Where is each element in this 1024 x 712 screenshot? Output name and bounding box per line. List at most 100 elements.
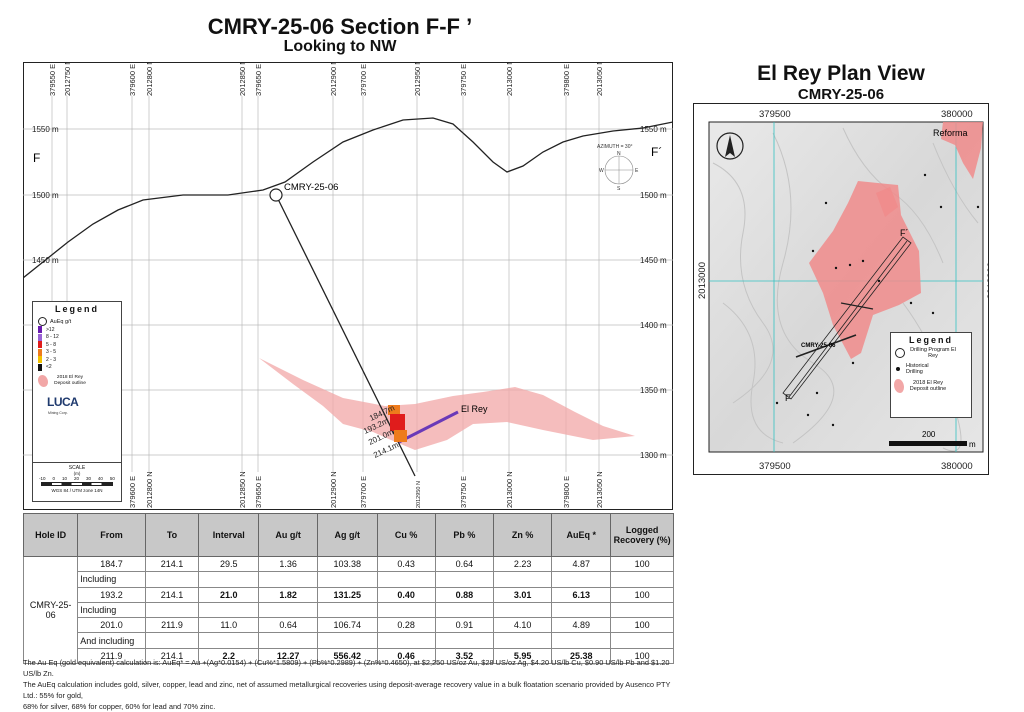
- legend-label: 5 - 8: [46, 341, 57, 348]
- legend-label: 8 - 12: [46, 334, 59, 341]
- bottom-label: 2013000 N: [505, 471, 514, 508]
- cell-interval: 29.5: [198, 555, 260, 573]
- plan-deposit-outline: [809, 122, 983, 359]
- including-label: Including: [77, 571, 146, 588]
- bottom-label: 379750 E: [459, 476, 468, 508]
- section-subtitle: Looking to NW: [283, 38, 397, 55]
- legend-item: 5 - 8: [38, 341, 121, 349]
- cell-to: 214.1: [144, 555, 200, 573]
- col-recovery: Logged Recovery (%): [610, 513, 674, 557]
- cell-interval: 11.0: [198, 617, 260, 634]
- circle-icon: [38, 317, 47, 326]
- legend-label: <2: [46, 364, 52, 371]
- col-zn: Zn %: [492, 513, 553, 557]
- svg-text:S: S: [617, 186, 621, 192]
- top-label: 2012800 N: [145, 62, 154, 96]
- cell-pb: 0.91: [434, 617, 495, 634]
- cell-au: 1.36: [258, 555, 319, 573]
- drill-collar-icon: [895, 348, 905, 358]
- north-arrow-icon: [716, 132, 744, 160]
- top-label: 2012900 N: [329, 62, 338, 96]
- footnote-2: The AuEq calculation includes gold, silv…: [23, 680, 671, 700]
- plan-scale-label: 200: [922, 430, 936, 439]
- top-label: 2012750 N: [63, 62, 72, 96]
- col-cu: Cu %: [376, 513, 436, 557]
- cell-ag: 106.74: [317, 617, 378, 634]
- cell-to: 214.1: [144, 647, 200, 665]
- bottom-label: 379650 E: [254, 476, 263, 508]
- table-subheader-row: And including: [24, 632, 674, 649]
- cell-recovery: 100: [610, 617, 674, 634]
- legend-item: >12: [38, 326, 121, 334]
- svg-text:1550 m: 1550 m: [640, 125, 667, 134]
- plan-title: El Rey Plan View: [757, 62, 925, 85]
- top-label: 2012850 N: [238, 62, 247, 96]
- legend-header: AuEq g/t: [50, 318, 72, 325]
- plan-legend-deposit: 2018 El Rey Deposit outline: [909, 380, 947, 392]
- logo-subtitle: Mining Corp.: [48, 411, 68, 415]
- col-hole-id: Hole ID: [22, 513, 79, 557]
- svg-text:W: W: [599, 168, 604, 174]
- scale-bar: [41, 482, 113, 486]
- footnote-3: 68% for silver, 68% for copper, 60% for …: [23, 702, 216, 711]
- interval-3-5-b: [394, 430, 407, 442]
- svg-text:380000: 380000: [941, 109, 973, 120]
- cell-zn: 2.23: [492, 555, 553, 573]
- compass-rose: AZIMUTH = 30° N S E W: [597, 144, 639, 192]
- cell-cu: 0.43: [376, 555, 436, 573]
- legend-swatch: [38, 341, 42, 349]
- legend-label: 2 - 3: [46, 356, 57, 363]
- section-end-f: F: [33, 151, 40, 165]
- plan-legend-drill: Drilling Program El Rey: [910, 347, 956, 359]
- legend-swatch: [38, 348, 42, 356]
- table-subheader-row: Including: [24, 571, 674, 588]
- svg-text:N: N: [617, 151, 621, 157]
- cell-pb: 0.64: [434, 555, 495, 573]
- scale-tick: -10: [39, 476, 46, 481]
- cell-cu: 0.28: [376, 617, 436, 634]
- svg-text:1350 m: 1350 m: [640, 386, 667, 395]
- bottom-label: 2012950 N: [416, 481, 422, 508]
- scale-tick: 30: [85, 476, 91, 481]
- elevation-grid: [23, 128, 673, 456]
- cell-interval: 2.2: [198, 647, 260, 665]
- cell-zn: 3.01: [492, 586, 553, 603]
- plan-hole-label: CMRY-25-06: [801, 343, 836, 349]
- topography-line: [23, 117, 673, 279]
- cell-ag: 103.38: [317, 555, 378, 573]
- svg-text:1300 m: 1300 m: [640, 451, 667, 460]
- legend-swatch: [38, 333, 42, 341]
- legend-item: 2 - 3: [38, 356, 121, 364]
- deposit-label: El Rey: [461, 404, 488, 414]
- datum: WGS 84 / UTM zone 14N: [51, 488, 103, 493]
- plan-legend-title: Legend: [908, 335, 953, 345]
- bottom-label: 379700 E: [359, 476, 368, 508]
- scale-tick: 50: [109, 476, 115, 481]
- top-label: 379600 E: [128, 64, 137, 96]
- top-label: 379550 E: [48, 64, 57, 96]
- table-row: 211.9 214.1 2.2 12.27 556.42 0.46 3.52 5…: [24, 647, 674, 665]
- col-ag: Ag g/t: [317, 513, 378, 557]
- col-from: From: [77, 513, 146, 557]
- scale-tick: 10: [61, 476, 67, 481]
- top-label: 2013000 N: [505, 62, 514, 96]
- top-label: 379800 E: [562, 64, 571, 96]
- svg-text:380000: 380000: [941, 461, 973, 472]
- scale-title: SCALE: [68, 465, 86, 471]
- bottom-grid-labels: 379600 E 2012800 N 2012850 N 379650 E 20…: [128, 471, 604, 508]
- svg-text:379500: 379500: [759, 109, 791, 120]
- table-subheader-row: Including: [24, 601, 674, 619]
- top-label: 2012950 N: [413, 62, 422, 96]
- bottom-label: 379800 E: [562, 476, 571, 508]
- cell-au: 1.82: [258, 586, 319, 603]
- legend-swatch: [38, 326, 42, 334]
- bottom-label: 2012850 N: [238, 471, 247, 508]
- svg-text:E: E: [635, 168, 639, 174]
- cell-au: 0.64: [258, 617, 319, 634]
- cell-aueq: 4.87: [551, 555, 612, 573]
- col-pb: Pb %: [434, 513, 495, 557]
- legend-item: 3 - 5: [38, 348, 121, 357]
- assay-table: Hole ID From To Interval Au g/t Ag g/t C…: [22, 513, 674, 665]
- historical-dot-icon: [896, 367, 900, 371]
